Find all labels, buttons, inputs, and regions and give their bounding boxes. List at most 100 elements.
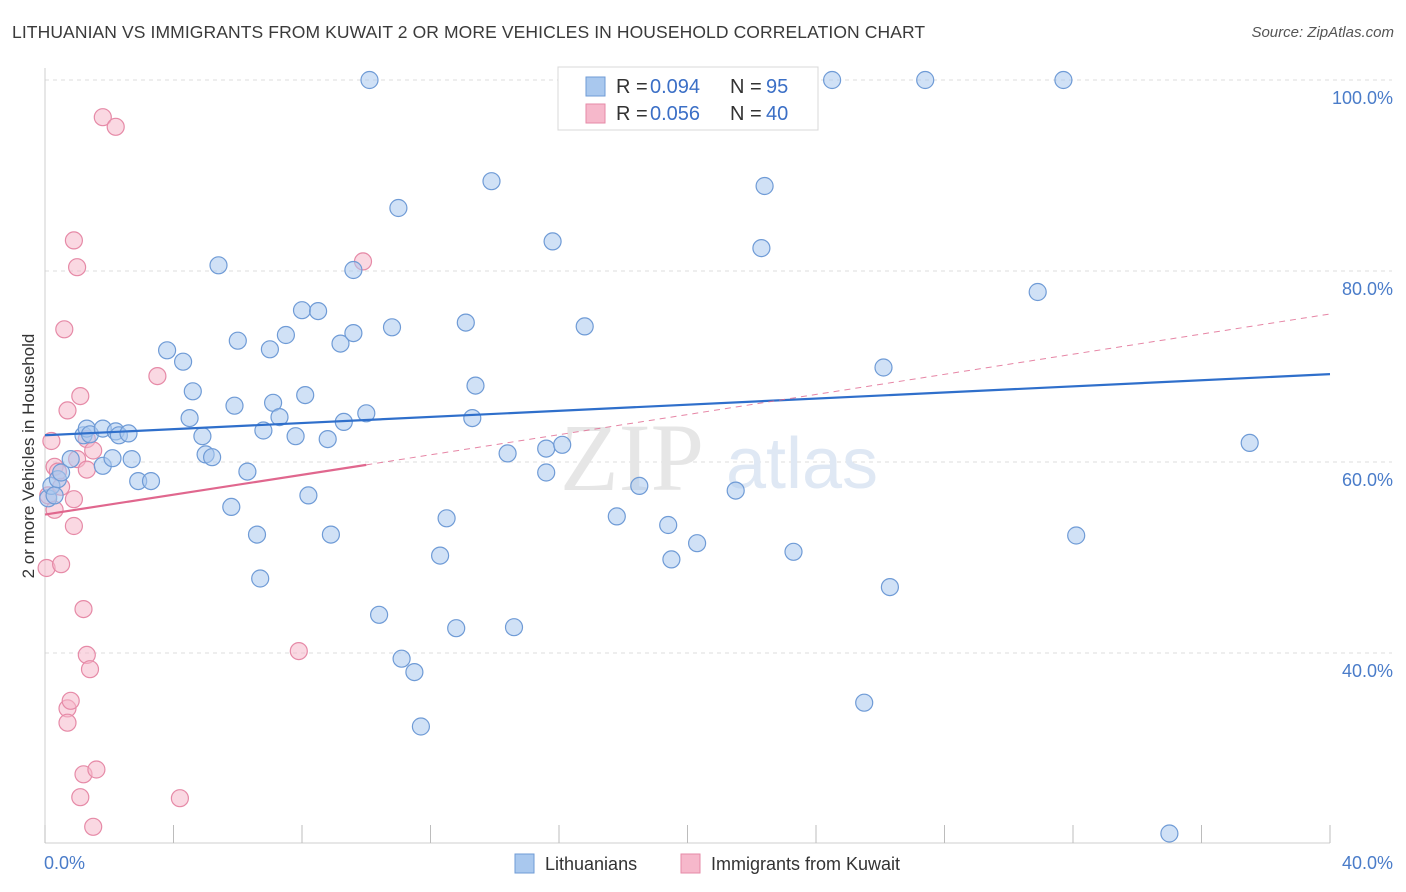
watermark-atlas: atlas — [726, 424, 878, 504]
lithuanian-point-66 — [537, 439, 556, 458]
kuwait-point-2 — [42, 431, 61, 451]
lithuanian-point-4 — [51, 463, 71, 482]
lithuanian-point-19 — [174, 352, 193, 371]
lithuanian-point-25 — [209, 256, 228, 275]
lithuanian-point-50 — [370, 605, 389, 624]
lithuanian-point-31 — [251, 569, 270, 588]
x-tick-label-min: 0.0% — [44, 853, 85, 873]
lithuanian-point-35 — [270, 408, 289, 427]
lithuanian-point-69 — [575, 317, 594, 336]
lithuanian-point-18 — [158, 341, 177, 360]
kuwait-point-23 — [77, 460, 96, 479]
kuwait-point-18 — [71, 788, 90, 807]
lithuanian-point-70 — [607, 507, 626, 526]
lithuanian-point-77 — [752, 239, 771, 258]
lithuanian-point-67 — [543, 232, 562, 251]
y-tick-label-80: 80.0% — [1342, 279, 1393, 299]
lithuanian-point-61 — [466, 376, 485, 395]
lithuanian-point-21 — [183, 382, 202, 401]
y-tick-label-100: 100.0% — [1332, 88, 1393, 108]
kuwait-point-11 — [58, 713, 77, 732]
kuwait-point-8 — [55, 320, 74, 339]
kuwait-point-31 — [148, 367, 167, 386]
x-tick-labels: 0.0% 40.0% — [44, 853, 1393, 873]
lithuanian-point-51 — [382, 318, 402, 337]
watermark: ZIP atlas — [560, 404, 878, 511]
lithuanian-point-81 — [855, 693, 874, 712]
lithuanian-point-38 — [292, 301, 312, 320]
lithuanian-point-56 — [431, 546, 450, 565]
lithuanian-point-20 — [180, 409, 199, 428]
source-credit: Source: ZipAtlas.com — [1251, 24, 1394, 41]
lithuanian-point-41 — [309, 302, 328, 321]
lithuanian-point-82 — [874, 358, 893, 377]
kuwait-point-32 — [170, 789, 189, 808]
lithuanian-point-39 — [296, 386, 315, 405]
kuwait-point-7 — [51, 555, 71, 574]
lithuanian-point-68 — [553, 435, 572, 454]
lithuanian-point-11 — [103, 449, 122, 468]
legend-n-label-1: N = — [730, 76, 762, 98]
lithuanian-point-60 — [463, 409, 482, 428]
lithuanian-point-52 — [389, 198, 408, 218]
lithuanian-point-74 — [662, 550, 681, 569]
lithuanian-point-37 — [286, 427, 305, 446]
x-tick-label-max: 40.0% — [1342, 853, 1393, 873]
lithuanian-point-84 — [916, 70, 935, 90]
kuwait-point-20 — [74, 599, 93, 619]
lithuanian-point-58 — [447, 619, 466, 638]
lithuanian-point-86 — [1054, 70, 1073, 90]
lithuanian-point-73 — [659, 515, 678, 535]
kuwait-point-25 — [80, 660, 100, 679]
kuwait-point-19 — [71, 387, 90, 406]
trend-line-kuwait — [44, 463, 367, 516]
lithuanian-point-62 — [482, 172, 501, 191]
lithuanian-point-53 — [392, 649, 411, 668]
bottom-legend-swatch-kuwait — [680, 853, 701, 874]
y-axis-label: 2 or more Vehicles in Household — [19, 334, 38, 579]
lithuanian-point-57 — [437, 509, 456, 528]
lithuanian-point-85 — [1028, 282, 1047, 302]
legend-swatch-lithuanians — [585, 76, 606, 97]
kuwait-point-13 — [64, 231, 84, 250]
grid-lines — [45, 79, 1392, 654]
legend-r-label-2: R = — [616, 103, 648, 125]
kuwait-point-16 — [67, 258, 87, 277]
legend-swatch-kuwait — [585, 103, 606, 124]
lithuanian-point-43 — [321, 525, 340, 544]
lithuanian-point-22 — [193, 427, 212, 446]
lithuanian-point-88 — [1160, 824, 1179, 843]
y-tick-labels: 40.0% 60.0% 80.0% 100.0% — [1332, 88, 1393, 681]
lithuanian-point-54 — [405, 662, 424, 682]
kuwait-point-14 — [64, 490, 84, 509]
watermark-zip: ZIP — [560, 404, 704, 511]
lithuanian-point-15 — [122, 450, 141, 469]
lithuanian-point-47 — [344, 324, 363, 343]
axes — [44, 68, 1331, 844]
legend-r-value-2: 0.056 — [650, 103, 700, 125]
lithuanian-point-83 — [880, 577, 900, 597]
lithuanian-point-29 — [238, 462, 257, 481]
lithuanian-point-5 — [61, 450, 80, 469]
lithuanian-point-44 — [331, 334, 350, 353]
chart-title: LITHUANIAN VS IMMIGRANTS FROM KUWAIT 2 O… — [12, 22, 926, 42]
trend-line-lithuanians — [44, 373, 1331, 437]
kuwait-point-26 — [84, 441, 103, 460]
y-tick-label-40: 40.0% — [1342, 661, 1393, 681]
lithuanian-point-36 — [276, 325, 295, 345]
lithuanian-point-32 — [254, 421, 273, 440]
lithuanian-point-59 — [456, 313, 475, 332]
lithuanian-point-28 — [228, 331, 247, 350]
legend-r-label-1: R = — [616, 76, 648, 98]
lithuanian-point-14 — [119, 424, 138, 443]
bottom-legend-lithuanians: Lithuanians — [545, 854, 637, 874]
lithuanian-point-72 — [630, 476, 649, 495]
lithuanian-point-48 — [357, 404, 376, 423]
bottom-legend: Lithuanians Immigrants from Kuwait — [514, 853, 900, 874]
top-legend: R = 0.094 N = 95 R = 0.056 N = 40 — [557, 66, 819, 131]
legend-r-value-1: 0.094 — [650, 76, 700, 98]
bottom-legend-swatch-lithuanians — [514, 853, 535, 874]
lithuanian-point-64 — [504, 618, 524, 637]
lithuanian-point-24 — [203, 448, 222, 467]
kuwait-point-12 — [61, 691, 80, 710]
